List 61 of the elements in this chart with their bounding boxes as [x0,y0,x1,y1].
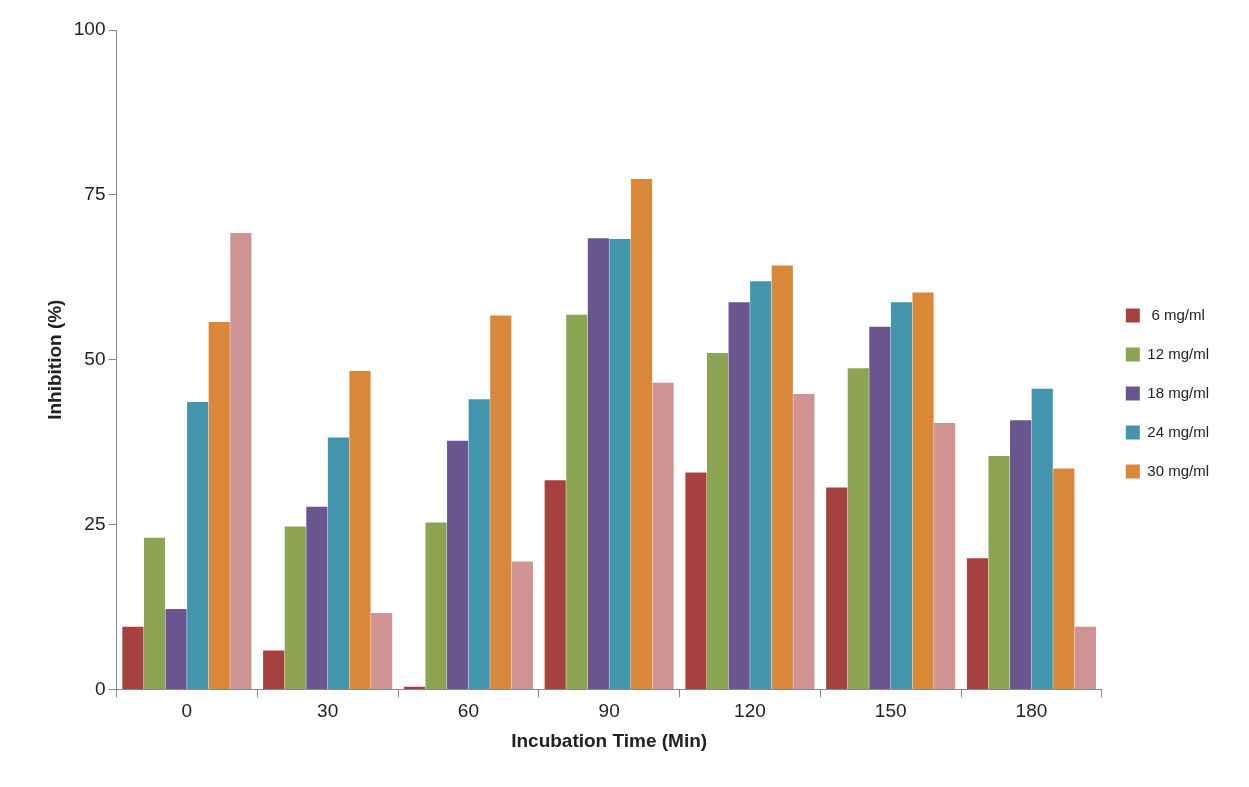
bar [349,370,371,689]
bar [1074,626,1096,689]
legend-label: 12 mg/ml [1147,344,1209,362]
bar [706,353,729,689]
bar [371,612,393,689]
x-tick-label: 30 [317,700,339,722]
y-tick-label: 50 [84,347,106,369]
bar [208,322,230,689]
y-tick-label: 75 [84,183,106,205]
bar [468,399,490,689]
bar [263,650,285,689]
legend-label: 30 mg/ml [1147,461,1209,479]
x-tick-label: 150 [874,700,907,722]
bar [143,537,166,689]
bar [793,393,815,689]
bar [511,561,533,689]
bar [652,382,674,689]
bar [284,526,306,689]
bar [230,233,252,689]
bar [685,472,707,689]
bar [966,558,989,689]
bar [934,423,956,689]
bar [988,455,1010,689]
bar [403,686,426,689]
x-tick-label: 120 [734,700,766,722]
bar [566,314,588,689]
bar [1053,468,1075,689]
bar [630,179,653,689]
bar [750,281,772,689]
bar [425,522,447,689]
bar [1010,420,1032,689]
bar [826,487,848,689]
x-tick-label: 60 [457,700,479,722]
bar [306,506,328,689]
bar [587,238,609,689]
y-tick-label: 25 [84,512,106,534]
legend-label: 18 mg/ml [1147,383,1209,401]
legend-label: 24 mg/ml [1147,422,1209,440]
bar [327,437,350,689]
x-tick-label: 180 [1015,700,1048,722]
bar [912,292,934,689]
bar [728,302,750,689]
y-axis-title: Inhibition (%) [43,299,65,420]
y-tick-label: 0 [94,677,106,699]
y-tick-label: 100 [73,18,106,40]
bar [771,265,793,689]
bar [490,315,512,689]
bar [122,626,144,689]
bar [165,608,187,689]
bar [544,480,566,689]
x-axis-title: Incubation Time (Min) [511,729,708,751]
bar [890,302,913,689]
bar [847,368,869,689]
x-tick-label: 0 [181,700,193,722]
bar [187,401,209,689]
x-tick-label: 90 [598,700,620,722]
bar [447,440,469,689]
bar [1031,388,1053,689]
bar [869,326,891,689]
bar [609,239,631,689]
legend-label: 6 mg/ml [1147,305,1205,323]
